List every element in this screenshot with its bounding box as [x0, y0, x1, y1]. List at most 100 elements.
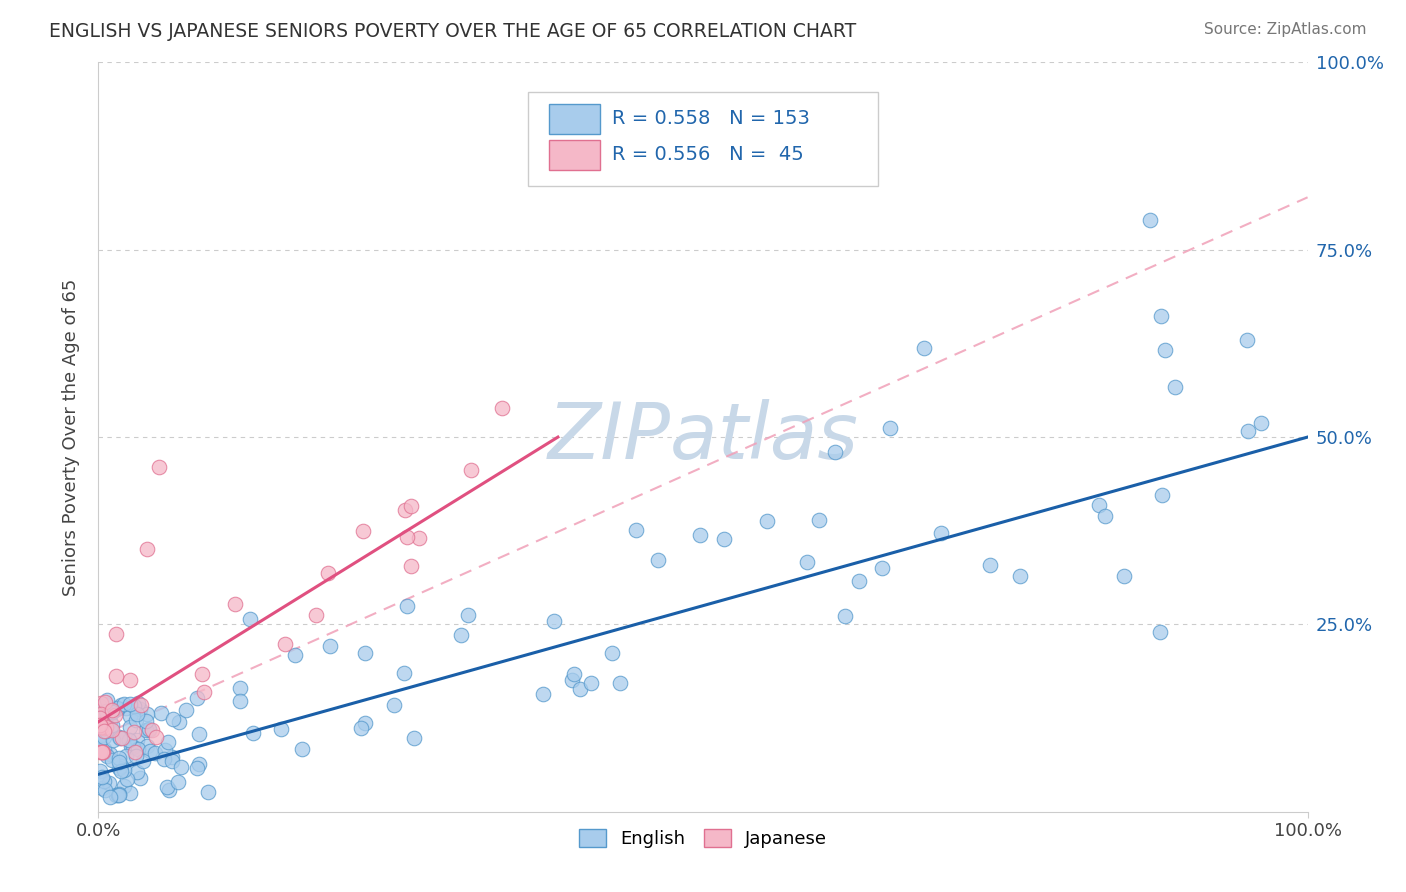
Point: [457, 607, 479, 622]
Point: [1236, 424, 1258, 438]
Point: [104, 669, 127, 683]
Point: [408, 532, 430, 546]
Point: [396, 599, 419, 613]
Point: [100, 753, 122, 767]
Point: [350, 721, 373, 735]
Point: [176, 703, 198, 717]
Point: [145, 730, 167, 744]
Point: [93, 742, 115, 756]
Point: [316, 566, 339, 580]
Point: [561, 673, 583, 687]
Point: [110, 698, 132, 712]
Point: [120, 673, 142, 687]
Point: [138, 722, 160, 736]
Point: [404, 731, 426, 745]
Point: [98, 723, 121, 737]
Point: [145, 746, 167, 760]
Point: [186, 761, 208, 775]
Point: [101, 703, 124, 717]
Point: [125, 713, 148, 727]
Point: [153, 751, 176, 765]
Point: [186, 690, 208, 705]
Point: [101, 704, 124, 718]
Point: [93, 773, 115, 788]
Point: [543, 614, 565, 628]
Point: [98, 714, 121, 728]
Point: [193, 684, 215, 698]
Point: [121, 739, 143, 754]
Point: [353, 646, 375, 660]
Point: [135, 723, 157, 738]
Point: [108, 788, 131, 802]
Point: [319, 640, 342, 654]
Point: [93, 783, 115, 797]
Point: [1008, 569, 1031, 583]
Point: [569, 681, 592, 696]
Point: [879, 421, 901, 435]
Point: [242, 726, 264, 740]
Point: [382, 698, 405, 713]
Point: [89, 745, 111, 759]
Point: [129, 702, 152, 716]
Point: [127, 742, 149, 756]
Point: [131, 754, 153, 768]
Point: [98, 776, 121, 790]
Legend: English, Japanese: English, Japanese: [572, 822, 834, 855]
Point: [160, 749, 183, 764]
Point: [167, 774, 190, 789]
Point: [104, 708, 127, 723]
Point: [110, 759, 132, 773]
Point: [108, 730, 131, 744]
Point: [399, 558, 422, 573]
Point: [89, 734, 111, 748]
Point: [1154, 343, 1177, 357]
FancyBboxPatch shape: [527, 93, 879, 186]
Point: [101, 718, 124, 732]
Point: [224, 598, 246, 612]
Point: [796, 555, 818, 569]
Point: [274, 637, 297, 651]
Point: [108, 731, 131, 745]
Point: [96, 693, 118, 707]
Point: [112, 697, 135, 711]
Point: [98, 789, 121, 804]
Point: [399, 499, 422, 513]
Point: [394, 666, 416, 681]
Point: [96, 749, 118, 764]
Point: [284, 648, 307, 662]
Point: [848, 574, 870, 588]
Point: [619, 145, 641, 160]
Point: [112, 779, 135, 793]
Point: [1150, 309, 1173, 323]
Point: [600, 647, 623, 661]
Point: [689, 528, 711, 542]
Point: [118, 721, 141, 735]
Point: [90, 720, 112, 734]
Point: [118, 733, 141, 747]
Point: [101, 723, 124, 738]
Point: [141, 723, 163, 738]
Point: [609, 675, 631, 690]
Point: [167, 714, 190, 729]
Point: [107, 762, 129, 776]
Point: [491, 401, 513, 415]
Point: [460, 462, 482, 476]
Point: [122, 698, 145, 713]
Point: [197, 784, 219, 798]
Point: [305, 608, 328, 623]
Point: [1250, 416, 1272, 430]
Point: [153, 743, 176, 757]
Point: [94, 720, 117, 734]
Point: [115, 749, 138, 764]
Point: [108, 755, 131, 769]
Point: [756, 514, 779, 528]
Point: [352, 524, 374, 538]
Point: [94, 724, 117, 739]
Point: [120, 739, 142, 754]
Point: [89, 729, 111, 743]
Point: [162, 712, 184, 726]
Point: [90, 745, 112, 759]
Point: [1164, 380, 1187, 394]
Point: [107, 702, 129, 716]
Point: [136, 706, 159, 721]
